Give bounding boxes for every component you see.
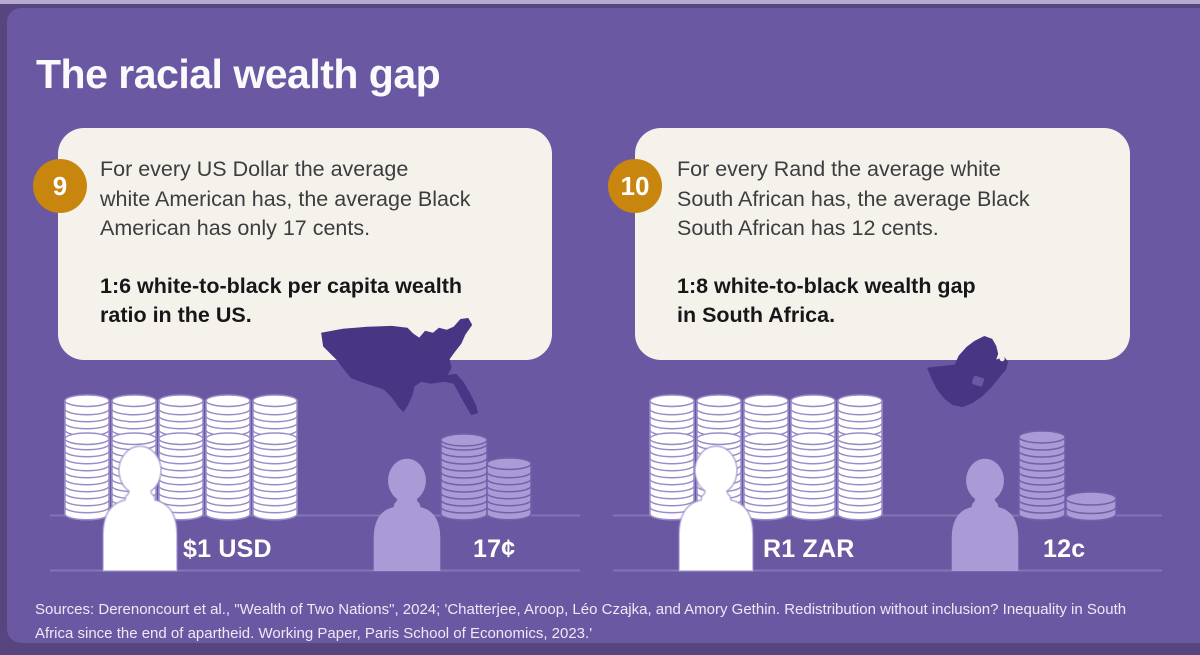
lesotho-cutout: [972, 375, 985, 387]
badge-10: 10: [608, 159, 662, 213]
card-us-text: For every US Dollar the average white Am…: [58, 128, 552, 331]
south-africa-map-icon: [927, 335, 1009, 408]
label-zar-rich: R1 ZAR: [763, 535, 855, 563]
card-us-highlight: 1:6 white-to-black per capita wealth rat…: [100, 272, 552, 331]
card-us-highlight-line: 1:6 white-to-black per capita wealth: [100, 273, 463, 298]
card-us-body-line: For every US Dollar the average: [100, 157, 409, 181]
card-za-highlight-line: in South Africa.: [677, 303, 836, 327]
card-za-highlight-line: 1:8 white-to-black wealth gap: [677, 273, 976, 298]
label-usd-rich: $1 USD: [183, 535, 272, 563]
page-title: The racial wealth gap: [36, 51, 441, 97]
source-line: Africa since the end of apartheid. Worki…: [35, 624, 593, 642]
card-us-body-line: white American has, the average Black: [100, 186, 471, 211]
label-zar-poor: 12c: [1043, 535, 1086, 563]
source-line: Sources: Derenoncourt et al., "Wealth of…: [35, 601, 1127, 618]
card-us-body-line: American has only 17 cents.: [100, 216, 371, 240]
card-za-body-line: For every Rand the average white: [677, 157, 1001, 181]
source-note: Sources: Derenoncourt et al., "Wealth of…: [35, 598, 1126, 645]
label-usd-poor: 17¢: [473, 535, 516, 563]
card-south-africa: For every Rand the average white South A…: [635, 128, 1130, 360]
card-za-body-line: South African has 12 cents.: [677, 216, 939, 240]
card-us-highlight-line: ratio in the US.: [100, 303, 252, 327]
top-edge-strip: [0, 0, 1200, 4]
card-us: For every US Dollar the average white Am…: [58, 128, 552, 360]
map-notch: [999, 356, 1005, 362]
card-za-text: For every Rand the average white South A…: [635, 128, 1130, 331]
united-states-map-icon: [321, 317, 479, 416]
badge-9: 9: [33, 159, 87, 213]
card-za-body-line: South African has, the average Black: [677, 186, 1030, 211]
card-za-highlight: 1:8 white-to-black wealth gap in South A…: [677, 272, 1130, 331]
